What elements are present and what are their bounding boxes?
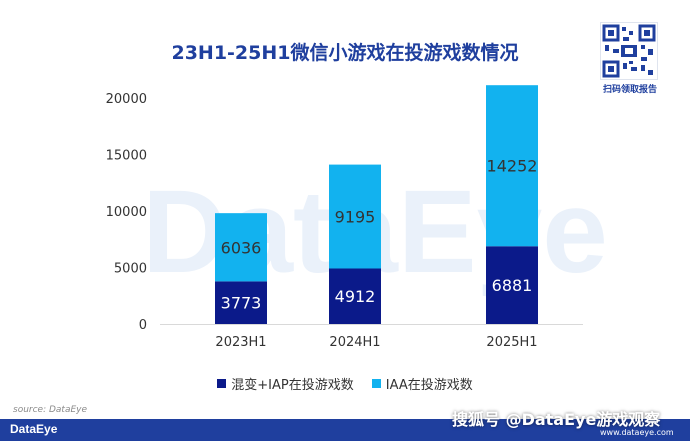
qr-label: 扫码领取报告 xyxy=(602,85,657,95)
overlay-watermark: 搜狐号 @DataEye游戏观察 xyxy=(452,410,661,429)
chart-title: 23H1-25H1微信小游戏在投游戏数情况 xyxy=(171,42,519,64)
qr-code xyxy=(600,22,658,80)
x-tick-label: 2024H1 xyxy=(329,335,380,350)
x-tick-label: 2023H1 xyxy=(215,335,266,350)
x-tick-label: 2025H1 xyxy=(486,335,537,350)
data-label: 14252 xyxy=(487,157,538,176)
legend-label-hybrid-iap: 混变+IAP在投游戏数 xyxy=(231,378,354,393)
data-label: 3773 xyxy=(221,294,262,313)
overlay-url: www.dataeye.com xyxy=(600,428,674,437)
legend-item-iaa: IAA在投游戏数 xyxy=(371,374,473,393)
bar-hybrid-iap xyxy=(215,281,267,324)
footer-bar: DataEye xyxy=(0,419,690,441)
bar-iaa xyxy=(329,164,381,269)
footer-logo: DataEye xyxy=(10,422,58,436)
data-label: 4912 xyxy=(335,287,376,306)
legend-swatch-hybrid-iap xyxy=(217,379,227,388)
data-label: 6036 xyxy=(221,238,262,257)
legend: 混变+IAP在投游戏数 IAA在投游戏数 xyxy=(0,374,690,393)
data-label: 6881 xyxy=(492,276,533,295)
data-label: 9195 xyxy=(335,208,376,227)
bar-iaa xyxy=(486,85,538,247)
y-tick-label: 0 xyxy=(139,318,147,333)
legend-label-iaa: IAA在投游戏数 xyxy=(385,378,473,393)
legend-item-hybrid-iap: 混变+IAP在投游戏数 xyxy=(217,374,354,393)
y-tick-label: 20000 xyxy=(106,92,147,107)
bar-iaa xyxy=(215,213,267,282)
y-tick-label: 10000 xyxy=(106,205,147,220)
y-tick-label: 15000 xyxy=(106,149,147,164)
bar-hybrid-iap xyxy=(486,246,538,324)
legend-swatch-iaa xyxy=(371,379,381,388)
bar-hybrid-iap xyxy=(329,268,381,324)
source-note: source: DataEye xyxy=(13,405,88,415)
y-tick-label: 5000 xyxy=(114,262,147,277)
qr-code-icon xyxy=(602,24,656,78)
